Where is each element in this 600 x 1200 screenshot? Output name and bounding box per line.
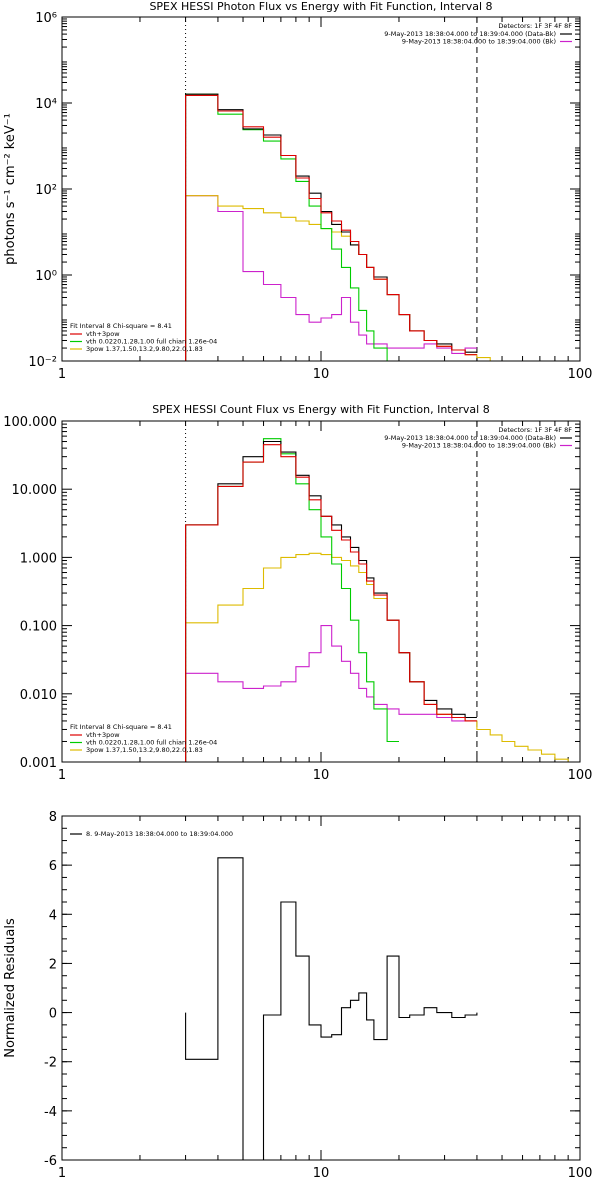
x-tick-label: 100 (568, 768, 593, 783)
legend-bottom-left: Fit Interval 8 Chi-square = 8.41vth+3pow… (70, 723, 217, 754)
y-tick-label: 10⁰ (35, 269, 57, 284)
series-line-vth-3pow (185, 444, 477, 762)
chart-panel-3: 1 10 100 -6 -4 -2 0 2 4 6 8 Normalized Residuals 8. … (3, 810, 592, 1181)
chart-panel-2: SPEX HESSI Count Flux vs Energy with Fit… (3, 403, 592, 783)
y-tick-label: 1.000 (20, 551, 57, 566)
y-tick-label: 0.001 (20, 756, 57, 771)
legend-entry-label: 9-May-2013 18:38:04.000 to 18:39:04.000 … (384, 30, 556, 38)
chart-title: SPEX HESSI Count Flux vs Energy with Fit… (152, 403, 489, 416)
legend-entry-label: vth 0.0220,1.28,1.00 full chian 1.26e-04 (86, 338, 217, 346)
legend-entry-label: 3pow 1.37,1.50,13.2,9.80,22.0,1.83 (86, 746, 203, 754)
legend-top-left: 8. 9-May-2013 18:38:04.000 to 18:39:04.0… (70, 830, 233, 838)
y-tick-label: 100.000 (3, 415, 57, 430)
series-line-data-bk (185, 93, 477, 361)
y-tick-label: -2 (44, 1056, 57, 1071)
y-tick-label: 0.100 (20, 620, 57, 635)
series-line-8-9-may-2013-18-38-04-000-to-18-39-04-000 (185, 857, 478, 1160)
chart-title: SPEX HESSI Photon Flux vs Energy with Fi… (149, 0, 492, 13)
y-tick-label: 4 (49, 908, 57, 923)
series-line-3pow (185, 552, 580, 762)
x-tick-label: 10 (313, 367, 330, 382)
y-tick-label: 10⁴ (35, 97, 57, 112)
plot-area (185, 438, 580, 762)
legend-entry-label: vth 0.0220,1.28,1.00 full chian 1.26e-04 (86, 739, 217, 747)
legend-entry-label: 9-May-2013 18:38:04.000 to 18:39:04.000 … (384, 434, 556, 442)
y-tick-label: 10⁶ (35, 11, 57, 26)
legend-entry-label: vth+3pow (86, 330, 120, 338)
y-tick-label: 0 (49, 1007, 57, 1022)
legend-header: Fit Interval 8 Chi-square = 8.41 (70, 723, 172, 731)
plot-area (185, 93, 503, 361)
y-axis-label: photons s⁻¹ cm⁻² keV⁻¹ (3, 113, 18, 265)
x-tick-label: 10 (313, 768, 330, 783)
legend-header: Detectors: 1F 3F 4F 8F (498, 22, 572, 30)
plot-frame (61, 815, 581, 1161)
series-line-3pow (185, 195, 503, 361)
series-line-vth (185, 93, 399, 361)
y-tick-label: -6 (44, 1154, 57, 1169)
y-tick-label: 10⁻² (28, 355, 57, 370)
plot-frame (61, 16, 581, 362)
x-tick-label: 100 (568, 1166, 593, 1181)
legend-header: Fit Interval 8 Chi-square = 8.41 (70, 322, 172, 330)
y-tick-label: 0.010 (20, 688, 57, 703)
x-tick-label: 1 (58, 768, 66, 783)
y-tick-label: 2 (49, 957, 57, 972)
y-tick-label: -4 (44, 1105, 57, 1120)
legend-entry-label: 9-May-2013 18:38:04.000 to 18:39:04.000 … (402, 442, 556, 450)
x-tick-label: 1 (58, 1166, 66, 1181)
series-line-vth-3pow (185, 94, 477, 361)
plot-frame (61, 420, 581, 763)
y-tick-label: 8 (49, 810, 57, 825)
legend-top-right: Detectors: 1F 3F 4F 8F9-May-2013 18:38:0… (384, 22, 572, 46)
chart-panel-1: SPEX HESSI Photon Flux vs Energy with Fi… (3, 0, 593, 382)
x-tick-label: 100 (568, 367, 593, 382)
legend-header: Detectors: 1F 3F 4F 8F (498, 426, 572, 434)
series-line-bk (185, 625, 477, 762)
y-tick-label: 10.000 (12, 483, 58, 498)
legend-entry-label: vth+3pow (86, 731, 120, 739)
y-tick-label: 10² (35, 183, 57, 198)
y-tick-label: 6 (49, 859, 57, 874)
legend-entry-label: 9-May-2013 18:38:04.000 to 18:39:04.000 … (402, 38, 556, 46)
legend-entry-label: 3pow 1.37,1.50,13.2,9.80,22.0,1.83 (86, 345, 203, 353)
x-tick-label: 1 (58, 367, 66, 382)
legend-bottom-left: Fit Interval 8 Chi-square = 8.41vth+3pow… (70, 322, 217, 353)
legend-top-right: Detectors: 1F 3F 4F 8F9-May-2013 18:38:0… (384, 426, 572, 450)
y-axis-label: Normalized Residuals (3, 918, 18, 1058)
legend-entry-label: 8. 9-May-2013 18:38:04.000 to 18:39:04.0… (86, 830, 233, 838)
series-line-bk (185, 195, 477, 361)
x-tick-label: 10 (313, 1166, 330, 1181)
plot-area (185, 857, 478, 1160)
